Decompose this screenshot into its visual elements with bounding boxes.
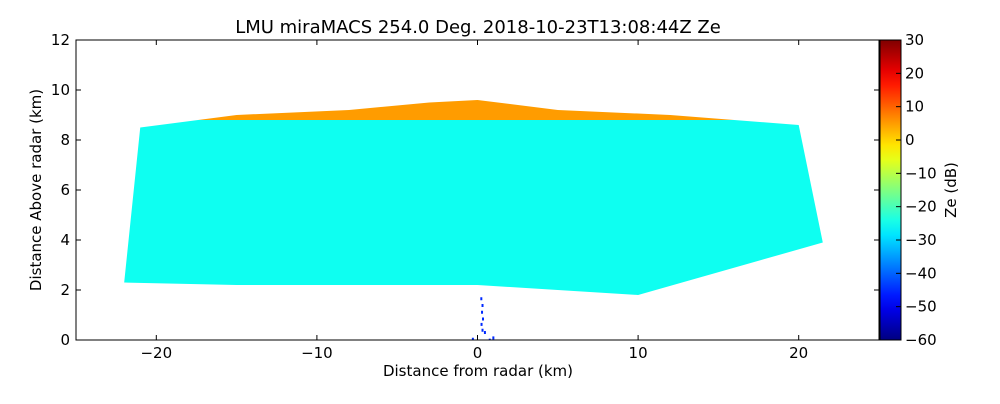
colorbar-tick-label: 0 [905, 131, 915, 149]
clutter-point [481, 310, 484, 314]
colorbar-tick-label: 20 [905, 64, 924, 82]
clutter-point [488, 338, 491, 340]
y-tick-label: 12 [51, 31, 70, 49]
colorbar-tick-label: −30 [905, 231, 937, 249]
x-tick-label: −10 [301, 344, 333, 362]
x-axis-label: Distance from radar (km) [383, 362, 573, 380]
clutter-point [492, 336, 495, 340]
y-tick-label: 10 [51, 81, 70, 99]
colorbar-tick-label: −40 [905, 264, 937, 282]
x-tick-label: −20 [140, 344, 172, 362]
colorbar-tick-label: −10 [905, 164, 937, 182]
y-tick-label: 0 [60, 331, 70, 349]
colorbar-tick-label: −50 [905, 298, 937, 316]
x-tick-label: 10 [629, 344, 648, 362]
clutter-point [483, 331, 486, 334]
echo-area [124, 100, 823, 295]
colorbar-label: Ze (dB) [942, 162, 960, 218]
y-axis: 0 2 4 6 8 10 12 [51, 31, 879, 349]
chart-title: LMU miraMACS 254.0 Deg. 2018-10-23T13:08… [235, 17, 721, 38]
x-axis: −20 −10 0 10 20 [140, 40, 808, 362]
colorbar-tick-label: −20 [905, 198, 937, 216]
y-tick-label: 6 [60, 181, 70, 199]
y-tick-label: 4 [60, 231, 70, 249]
colorbar [879, 39, 902, 341]
colorbar-tick-label: −60 [905, 331, 937, 349]
y-tick-label: 8 [60, 131, 70, 149]
x-tick-label: 0 [473, 344, 483, 362]
clutter-point [481, 304, 484, 307]
y-axis-label: Distance Above radar (km) [27, 89, 45, 291]
y-tick-label: 2 [60, 281, 70, 299]
x-tick-label: 20 [789, 344, 808, 362]
clutter-point [481, 328, 484, 332]
colorbar-tick-label: 10 [905, 98, 924, 116]
clutter-point [480, 322, 483, 326]
colorbar-tick-label: 30 [905, 31, 924, 49]
clutter-point [471, 337, 474, 340]
colorbar-axis: −60 −50 −40 −30 −20 −10 0 10 20 30 [896, 31, 937, 349]
clutter-point [480, 297, 483, 301]
clutter-point [481, 317, 484, 321]
echo-region [124, 100, 823, 340]
